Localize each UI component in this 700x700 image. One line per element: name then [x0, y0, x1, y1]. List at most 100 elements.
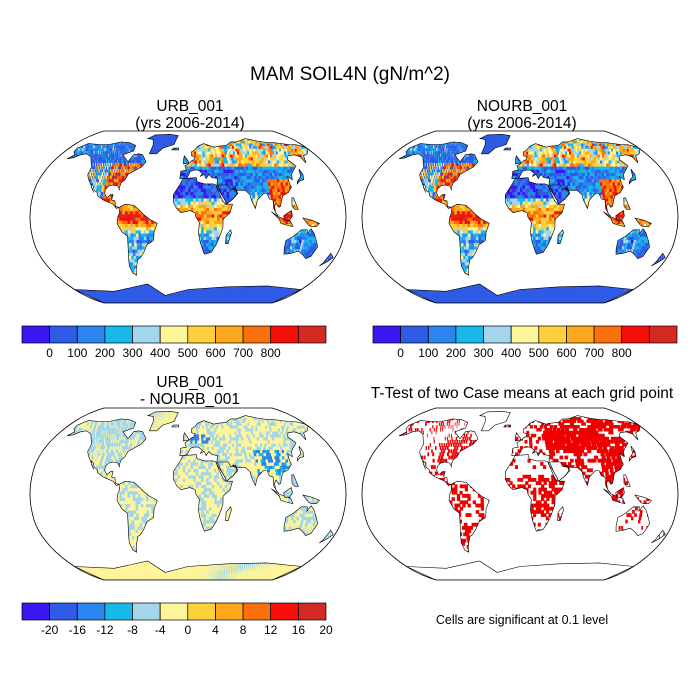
- coastline: [448, 480, 490, 553]
- colorbar-tick-label: 300: [122, 346, 143, 360]
- continent-antarctica: [406, 561, 634, 580]
- colorbar-swatch: [566, 325, 595, 344]
- coastline: [291, 197, 299, 210]
- colorbar-tick-label: 700: [584, 346, 605, 360]
- coastline: [615, 505, 650, 536]
- colorbar-ticks-urb: 0 100 200 300 400 500 600 700 800: [0, 346, 700, 362]
- colorbar-tick-label: -20: [40, 623, 59, 637]
- coastline: [504, 177, 565, 255]
- coastline: [634, 217, 652, 227]
- colorbar-swatch: [104, 325, 133, 344]
- colorbar-ticks-diff: -20 -16 -12 -8 -4 0 4 8 12 16 20: [0, 623, 700, 639]
- coastline: [549, 461, 570, 482]
- colorbar-nourb: [372, 325, 678, 344]
- colorbar-tick-label: 200: [445, 346, 466, 360]
- panel-title-line1: URB_001: [156, 374, 224, 391]
- figure-title: MAM SOIL4N (gN/m^2): [249, 64, 450, 85]
- colorbar-swatch: [298, 325, 327, 344]
- coastline: [271, 211, 294, 228]
- coastline: [628, 168, 637, 185]
- coastline: [478, 410, 511, 432]
- coastline: [628, 445, 637, 462]
- coastline: [511, 415, 641, 494]
- colorbar-tick-label: 700: [233, 346, 254, 360]
- coastline: [615, 487, 625, 498]
- colorbar-swatch: [21, 602, 50, 621]
- ocean: [362, 131, 678, 303]
- colorbar-swatch: [427, 325, 457, 344]
- colorbar-swatch: [215, 325, 244, 344]
- panel-title-urb: URB_001 (yrs 2006-2014): [30, 98, 350, 132]
- colorbar-swatch: [21, 325, 50, 344]
- coastline: [504, 454, 565, 532]
- continent-madagascar: [557, 229, 564, 244]
- coastline: [319, 529, 334, 544]
- significance-note: Cells are significant at 0.1 level: [435, 613, 609, 627]
- colorbar-swatch: [132, 325, 161, 344]
- colorbar-tick-label: 800: [260, 346, 281, 360]
- coastline: [623, 197, 631, 210]
- coastline: [615, 210, 625, 221]
- colorbar-tick-label: 300: [473, 346, 494, 360]
- colorbar-swatch: [159, 325, 189, 344]
- coastline: [398, 141, 479, 209]
- colorbar-tick-label: 0: [184, 623, 192, 637]
- map-panel-nourb: [361, 130, 679, 304]
- coastline: [296, 445, 305, 462]
- coastline: [116, 480, 158, 553]
- coastline: [283, 487, 293, 498]
- coastline: [283, 228, 318, 259]
- ocean: [30, 131, 346, 303]
- colorbar-tick-label: 500: [528, 346, 549, 360]
- colorbar-ticks-nourb: 0 100 200 300 400 500 600 700 800: [0, 346, 700, 362]
- coastline: [557, 229, 564, 244]
- colorbar-tick-label: 0: [46, 346, 53, 360]
- coastline: [171, 147, 180, 151]
- coastline: [179, 138, 309, 217]
- ocean: [30, 408, 346, 580]
- panel-title-line1: NOURB_001: [476, 98, 568, 115]
- colorbar-tick-label: 200: [94, 346, 115, 360]
- colorbar-swatch: [104, 602, 133, 621]
- colorbar-tick-label: 400: [501, 346, 522, 360]
- coastline: [271, 488, 294, 505]
- coastline: [651, 529, 666, 544]
- coastline: [319, 252, 334, 267]
- coastline: [634, 494, 652, 504]
- colorbar-tick-label: 600: [205, 346, 226, 360]
- colorbar-tick-label: -12: [96, 623, 114, 637]
- colorbar-swatch: [187, 602, 216, 621]
- coastline: [511, 138, 641, 217]
- colorbar-urb: [21, 325, 327, 344]
- coastline: [302, 217, 320, 227]
- coastline: [503, 424, 512, 428]
- coastline: [179, 415, 309, 494]
- colorbar-tick-label: 20: [319, 623, 333, 637]
- colorbar-swatch: [187, 325, 216, 344]
- colorbar-diff: [21, 602, 327, 621]
- coastline: [406, 560, 635, 580]
- coastline: [74, 283, 303, 303]
- panel-title-line2: (yrs 2006-2014): [467, 115, 577, 132]
- panel-title-line1: T-Test of two Case means at each grid po…: [370, 385, 674, 402]
- map-border: [361, 407, 679, 581]
- coastline: [615, 228, 650, 259]
- coastline: [146, 410, 179, 432]
- coastline: [651, 252, 666, 267]
- coastline: [66, 418, 147, 486]
- coastline: [74, 560, 303, 580]
- coastline: [183, 432, 190, 442]
- map-border: [361, 130, 679, 304]
- colorbar-swatch: [593, 325, 623, 344]
- coastline: [448, 203, 490, 276]
- colorbar-tick-label: 800: [611, 346, 632, 360]
- coastline: [146, 133, 179, 155]
- coastline: [283, 210, 293, 221]
- colorbar-tick-label: 100: [67, 346, 88, 360]
- colorbar-tick-label: 4: [212, 623, 219, 637]
- colorbar-swatch: [483, 325, 512, 344]
- coastline: [623, 474, 631, 487]
- coastline: [172, 177, 233, 255]
- map-border: [29, 130, 347, 304]
